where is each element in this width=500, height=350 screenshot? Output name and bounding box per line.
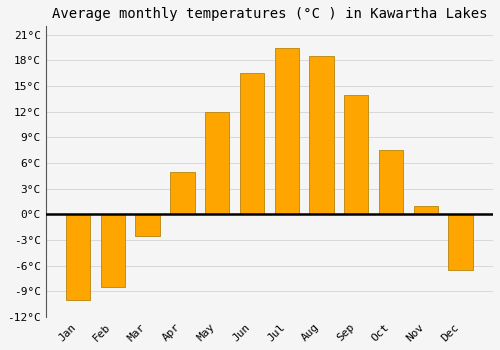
Bar xyxy=(448,214,472,270)
Bar xyxy=(100,214,125,287)
Bar xyxy=(414,206,438,214)
Title: Average monthly temperatures (°C ) in Kawartha Lakes: Average monthly temperatures (°C ) in Ka… xyxy=(52,7,487,21)
Bar xyxy=(379,150,403,214)
Bar xyxy=(66,214,90,300)
Bar xyxy=(344,94,368,214)
Bar xyxy=(136,214,160,236)
Bar xyxy=(274,48,299,214)
Bar xyxy=(170,172,194,214)
Bar xyxy=(310,56,334,214)
Bar xyxy=(240,73,264,214)
Bar xyxy=(205,112,230,214)
